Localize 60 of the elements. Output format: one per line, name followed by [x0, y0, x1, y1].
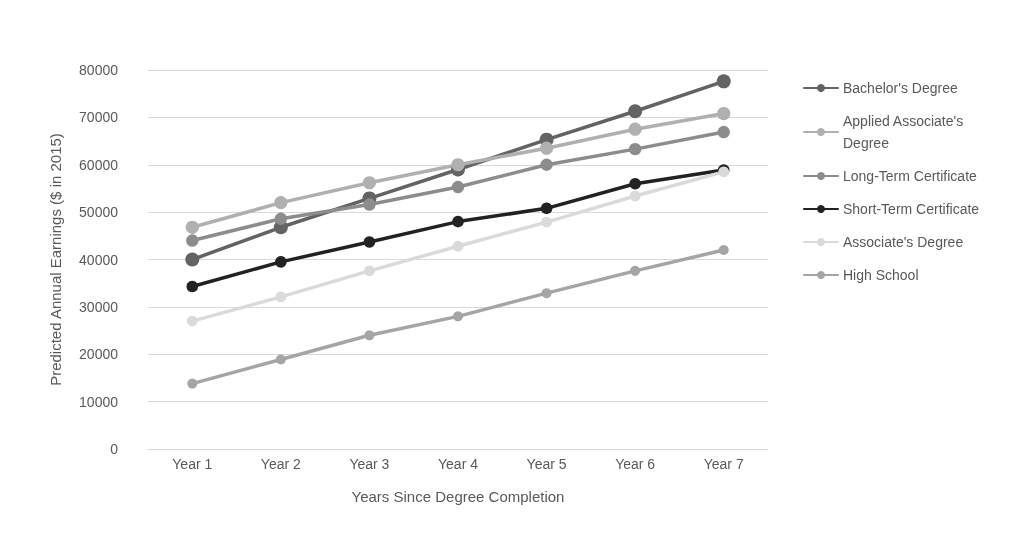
point — [540, 158, 553, 171]
x-tick-label: Year 7 — [703, 456, 744, 472]
x-tick-label: Year 5 — [526, 456, 567, 472]
point — [186, 280, 199, 293]
point — [717, 125, 730, 139]
point — [541, 288, 552, 299]
legend-label: Long-Term Certificate — [843, 168, 978, 184]
point — [541, 216, 552, 228]
point — [452, 240, 464, 252]
y-tick-label: 60000 — [79, 156, 119, 173]
point — [274, 212, 288, 225]
point — [451, 158, 465, 172]
legend-label: Short-Term Certificate — [843, 201, 980, 217]
point — [718, 245, 729, 256]
point — [363, 236, 376, 248]
legend-label: Bachelor's Degree — [843, 80, 958, 96]
y-tick-label: 70000 — [79, 109, 119, 126]
point — [187, 378, 198, 389]
point — [630, 265, 641, 276]
point — [717, 106, 731, 121]
point — [716, 74, 731, 89]
point — [363, 198, 376, 211]
y-tick-label: 80000 — [79, 62, 119, 78]
y-tick-label: 50000 — [79, 204, 119, 221]
legend-label: High School — [843, 267, 919, 283]
y-tick-label: 30000 — [79, 298, 119, 315]
point — [186, 234, 199, 247]
y-axis-title: Predicted Annual Earnings ($ in 2015) — [47, 133, 64, 386]
point — [186, 315, 198, 327]
point — [275, 291, 287, 303]
point — [185, 252, 200, 267]
point — [453, 311, 463, 322]
point — [628, 104, 643, 119]
y-tick-label: 10000 — [79, 393, 119, 410]
point — [274, 196, 288, 210]
x-tick-label: Year 1 — [172, 456, 213, 472]
x-tick-label: Year 6 — [615, 456, 656, 472]
point — [629, 190, 641, 202]
point — [539, 141, 554, 155]
point — [628, 122, 642, 136]
point — [275, 354, 286, 365]
x-tick-label: Year 4 — [438, 456, 479, 472]
point — [364, 265, 375, 277]
x-tick-label: Year 3 — [349, 456, 390, 472]
y-tick-label: 20000 — [79, 346, 119, 363]
legend-label: Applied Associate's Degree — [843, 113, 968, 151]
point — [364, 330, 375, 341]
x-tick-label: Year 2 — [260, 456, 302, 472]
point — [185, 220, 199, 234]
point — [540, 202, 553, 215]
y-tick-label: 0 — [110, 441, 119, 457]
legend-label: Associate's Degree — [843, 234, 964, 250]
point — [629, 177, 641, 190]
point — [275, 256, 287, 268]
point — [628, 142, 642, 156]
point — [452, 215, 464, 228]
y-tick-label: 40000 — [79, 251, 119, 268]
point — [362, 176, 377, 190]
point — [451, 180, 465, 194]
x-axis-title: Years Since Degree Completion — [351, 488, 565, 505]
